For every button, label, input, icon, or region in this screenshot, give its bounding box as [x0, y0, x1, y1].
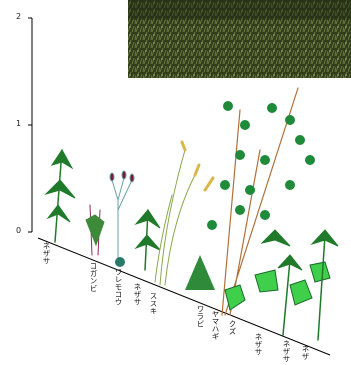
plant-label: ワラビ — [196, 305, 204, 328]
plant-label: ネザ — [301, 345, 309, 360]
plant-label: ワレモコウ — [114, 268, 122, 306]
plant-label: コガンビ — [89, 262, 97, 292]
illustration — [0, 0, 351, 365]
plant-label: ネザサ — [282, 340, 290, 363]
plant-label: ネザサ — [133, 283, 141, 306]
plant-label: ヤマハギ — [211, 310, 219, 340]
tick-label: 2 — [16, 12, 21, 21]
plants — [46, 88, 338, 340]
plant-label: ネザサ — [42, 242, 50, 265]
tick-label: 1 — [16, 119, 21, 128]
photo-shade — [128, 0, 351, 20]
plant-label: ネザサ — [254, 333, 262, 356]
plant-label: ススキ — [149, 292, 157, 315]
diagram: 2 1 0 ネザサ コガンビ ワレモコウ ネザサ ススキ ワラビ ヤマハギ クズ… — [0, 0, 351, 365]
plant-label: クズ — [228, 320, 236, 335]
tick-label: 0 — [16, 226, 21, 235]
